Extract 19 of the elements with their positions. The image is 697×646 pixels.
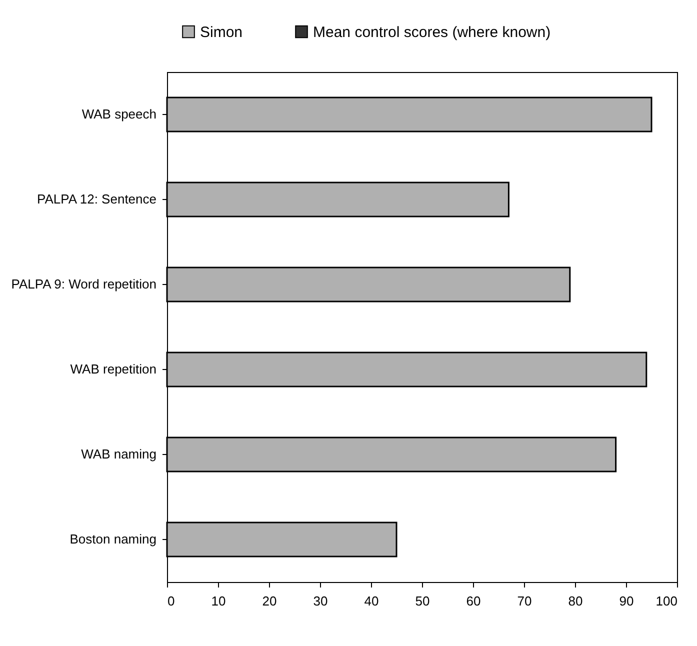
x-tick-label: 50 [415,594,430,608]
x-tick-label: 70 [517,594,532,608]
legend-label: Mean control scores (where known) [313,24,551,41]
y-tick-label: WAB naming [81,446,156,462]
x-tick-label: 20 [262,594,277,608]
y-tick-label: WAB repetition [70,362,156,376]
x-tick-label: 40 [364,594,379,608]
y-tick-label: Boston naming [70,532,156,546]
x-tick-label: 60 [466,594,481,608]
y-tick-label: PALPA 12: Sentence [37,192,156,206]
x-tick-label: 10 [211,594,226,608]
x-tick-label: 80 [568,594,583,608]
legend-label: Simon [200,24,243,41]
x-tick-label: 90 [619,594,634,608]
x-tick-label: 30 [313,594,328,608]
x-tick-label: 0 [168,594,175,608]
x-tick-label: 100 [656,594,678,608]
y-tick-label: WAB speech [82,106,156,122]
y-tick-label: PALPA 9: Word repetition [11,276,156,292]
